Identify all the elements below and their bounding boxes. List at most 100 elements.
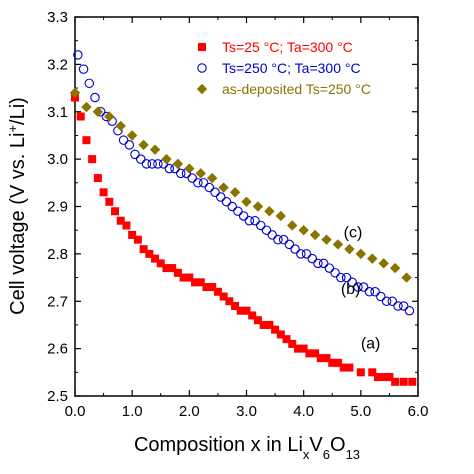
data-point-series-2 — [147, 159, 157, 169]
data-point-series-3 — [252, 201, 264, 212]
data-point-series-3 — [275, 210, 286, 222]
data-point-series-3 — [264, 206, 275, 217]
data-point-series-1 — [196, 278, 205, 287]
y-tick-label: 2.9 — [47, 199, 68, 216]
y-axis-title-main: Cell voltage (V vs. Li — [7, 133, 29, 315]
data-point-series-3 — [149, 144, 161, 155]
data-point-series-2 — [341, 272, 352, 283]
data-point-series-1 — [185, 273, 194, 282]
data-point-series-2 — [90, 92, 100, 103]
y-axis-title: Cell voltage (V vs. Li+/Li) — [5, 97, 30, 315]
data-point-series-3 — [104, 111, 115, 122]
data-point-series-2 — [290, 244, 300, 254]
data-point-series-3 — [309, 229, 321, 241]
y-tick-label: 3.1 — [47, 104, 68, 121]
data-point-series-1 — [191, 278, 200, 287]
data-point-series-2 — [216, 192, 226, 202]
data-point-series-3 — [184, 163, 195, 174]
data-point-series-3 — [229, 187, 241, 198]
data-point-series-1 — [305, 349, 314, 358]
y-tick-label: 2.6 — [47, 341, 68, 358]
data-point-series-2 — [393, 301, 403, 311]
data-point-series-1 — [162, 264, 171, 273]
legend-marker-1 — [198, 43, 206, 51]
data-point-series-2 — [358, 282, 369, 292]
data-point-series-2 — [364, 287, 375, 297]
data-point-series-2 — [381, 296, 392, 306]
data-point-series-2 — [84, 78, 95, 89]
data-point-series-3 — [321, 234, 332, 245]
x-axis-title-sub-6: 6 — [323, 447, 330, 462]
y-tick-label: 2.5 — [47, 388, 68, 405]
data-point-series-1 — [82, 136, 91, 145]
y-tick-label: 3.2 — [47, 56, 68, 73]
data-point-series-3 — [287, 220, 298, 231]
y-tick-label: 2.7 — [47, 293, 68, 310]
data-point-series-2 — [124, 140, 135, 150]
data-point-series-3 — [298, 224, 309, 236]
data-point-series-1 — [259, 320, 268, 329]
y-axis-title-end: /Li) — [7, 97, 29, 125]
data-point-series-1 — [111, 207, 120, 216]
data-point-series-2 — [233, 206, 243, 216]
data-point-series-2 — [307, 253, 317, 264]
data-point-series-3 — [218, 182, 229, 193]
data-point-series-1 — [173, 268, 182, 277]
x-axis-title-sub-x: x — [303, 447, 310, 462]
data-point-series-3 — [172, 158, 184, 170]
data-point-series-2 — [227, 201, 237, 212]
data-point-series-1 — [151, 254, 160, 263]
x-axis-title-o: O — [330, 434, 346, 456]
data-point-series-1 — [328, 358, 337, 367]
data-point-series-2 — [347, 277, 358, 288]
data-point-series-2 — [73, 50, 83, 60]
annotations: (a) (b) (c) — [341, 224, 381, 352]
data-point-series-1 — [99, 188, 108, 197]
data-point-series-1 — [88, 155, 97, 164]
data-point-series-2 — [296, 249, 306, 259]
data-point-series-1 — [299, 344, 308, 353]
data-point-series-2 — [256, 220, 266, 231]
data-point-series-2 — [330, 268, 340, 278]
data-point-series-2 — [273, 234, 283, 245]
legend-label-2: Ts=250 °C; Ta=300 °C — [222, 60, 361, 76]
data-point-series-2 — [318, 258, 329, 269]
data-point-series-1 — [271, 325, 280, 334]
data-point-series-2 — [164, 163, 175, 174]
data-point-series-3 — [378, 258, 389, 269]
x-tick-label: 6.0 — [408, 403, 429, 420]
data-point-series-1 — [385, 373, 394, 382]
data-point-series-1 — [116, 216, 125, 225]
data-point-series-1 — [379, 373, 388, 382]
data-point-series-1 — [288, 339, 297, 348]
data-point-series-1 — [373, 373, 382, 382]
data-point-series-2 — [324, 263, 335, 273]
data-point-series-1 — [316, 354, 325, 363]
data-point-series-2 — [141, 159, 152, 169]
legend-marker-3 — [196, 83, 208, 95]
data-point-series-3 — [69, 87, 81, 98]
curve-annotation: (a) — [361, 336, 381, 353]
data-point-series-1 — [399, 377, 408, 386]
data-point-series-2 — [221, 197, 232, 207]
y-axis-title-sup: + — [5, 125, 20, 133]
data-point-series-2 — [353, 282, 363, 292]
data-point-series-1 — [311, 349, 320, 358]
data-point-series-2 — [187, 173, 197, 183]
data-point-series-1 — [128, 230, 137, 239]
data-point-series-1 — [242, 306, 251, 315]
data-point-series-2 — [198, 178, 209, 188]
data-point-series-2 — [267, 230, 277, 240]
data-point-series-3 — [115, 120, 126, 132]
data-marks — [69, 50, 417, 386]
data-point-series-1 — [145, 249, 154, 258]
x-tick-label: 0.0 — [65, 403, 86, 420]
data-point-series-1 — [213, 287, 222, 296]
data-point-series-1 — [408, 377, 417, 386]
data-point-series-1 — [179, 273, 188, 282]
legend-label-3: as-deposited Ts=250 °C — [222, 81, 371, 97]
curve-annotation: (b) — [341, 281, 361, 298]
legend-label-1: Ts=25 °C; Ta=300 °C — [222, 39, 353, 55]
x-tick-label: 2.0 — [179, 403, 200, 420]
data-point-series-2 — [336, 272, 346, 283]
